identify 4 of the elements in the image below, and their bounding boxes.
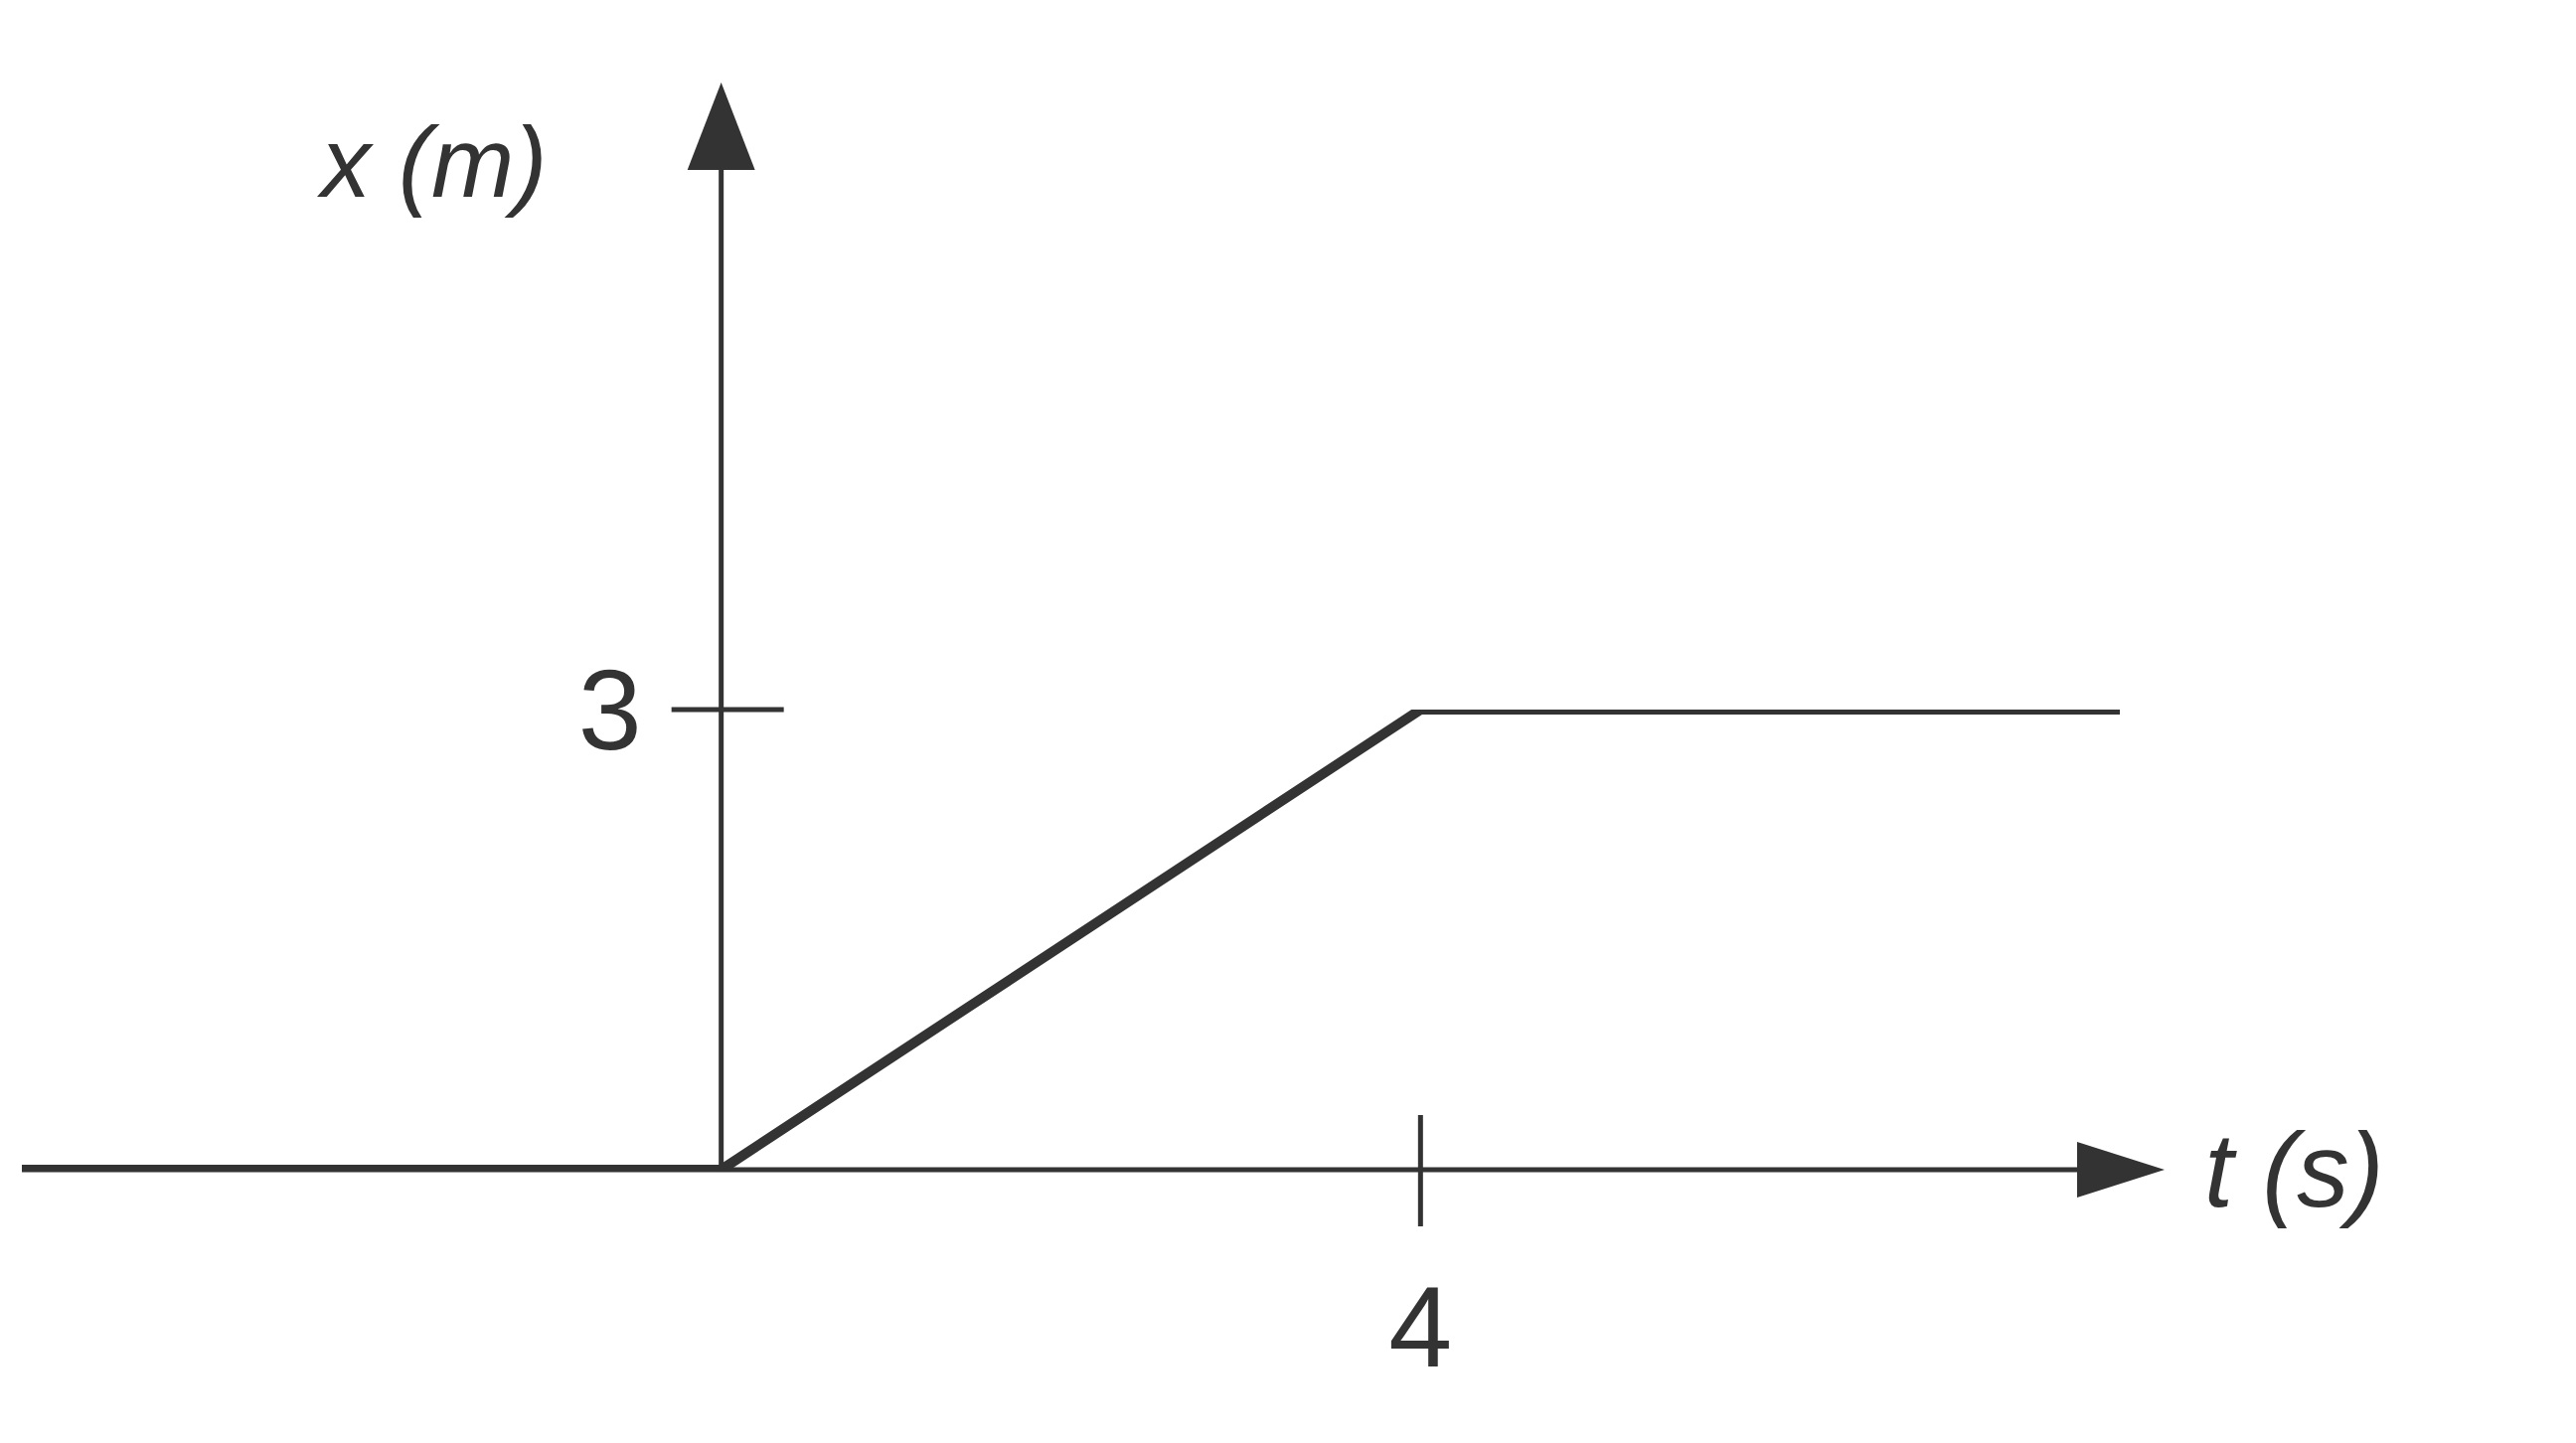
y-axis-title: x (m) — [316, 106, 548, 218]
text: 4 — [1388, 1263, 1453, 1390]
x-axis-title: t (s) — [2204, 1111, 2384, 1228]
annotation: 3 — [577, 646, 642, 773]
